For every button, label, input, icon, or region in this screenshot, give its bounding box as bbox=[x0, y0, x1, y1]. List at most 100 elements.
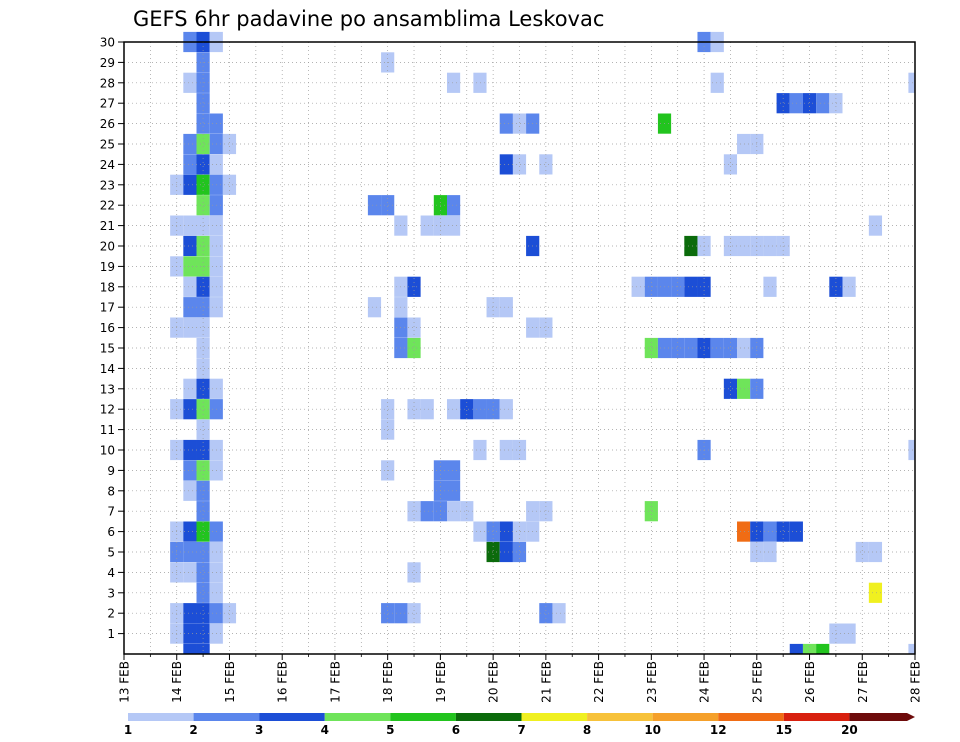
heatmap-cell bbox=[446, 399, 461, 420]
heatmap-cell bbox=[183, 174, 197, 195]
heatmap-cell bbox=[381, 195, 395, 216]
heatmap-cell bbox=[737, 521, 751, 542]
heatmap-cell bbox=[710, 72, 724, 93]
heatmap-cell bbox=[196, 195, 210, 216]
x-tick-label: 27 FEB bbox=[856, 661, 870, 703]
y-tick-label: 29 bbox=[100, 56, 115, 70]
heatmap-cell bbox=[183, 562, 197, 583]
y-tick-label: 12 bbox=[100, 403, 115, 417]
heatmap-cell bbox=[512, 154, 527, 175]
heatmap-cell bbox=[552, 603, 566, 624]
x-tick-label: 16 FEB bbox=[276, 661, 290, 703]
heatmap-cell bbox=[183, 603, 197, 624]
colorbar-label: 3 bbox=[255, 723, 263, 737]
y-tick-label: 18 bbox=[100, 280, 115, 294]
colorbar: 1 2 3 4 5 6 7 8 10 12 15 20 bbox=[124, 713, 915, 737]
y-tick-label: 13 bbox=[100, 382, 115, 396]
heatmap-cell bbox=[737, 235, 751, 257]
heatmap-cell bbox=[512, 113, 527, 134]
heatmap-cell bbox=[908, 643, 915, 654]
x-tick-label: 15 FEB bbox=[223, 661, 237, 703]
heatmap-cell bbox=[829, 623, 843, 644]
heatmap-cell bbox=[183, 541, 197, 563]
heatmap-cell bbox=[196, 93, 210, 114]
heatmap-cell bbox=[644, 337, 658, 359]
heatmap-cell bbox=[183, 72, 197, 93]
heatmap-cell bbox=[196, 582, 210, 603]
y-tick-label: 11 bbox=[100, 423, 115, 437]
heatmap-cell bbox=[446, 480, 461, 501]
heatmap-cell bbox=[183, 133, 197, 155]
colorbar-label: 15 bbox=[775, 723, 792, 737]
heatmap-cell bbox=[868, 215, 883, 236]
x-tick-label: 21 FEB bbox=[539, 661, 553, 703]
heatmap-cell bbox=[183, 276, 197, 297]
heatmap-cell bbox=[196, 378, 210, 399]
heatmap-cell bbox=[196, 154, 210, 175]
heatmap-cell bbox=[710, 337, 724, 359]
heatmap-cell bbox=[381, 603, 395, 624]
y-tick-label: 25 bbox=[100, 138, 115, 152]
heatmap-cell bbox=[473, 521, 487, 542]
heatmap-cell bbox=[499, 399, 513, 420]
heatmap-cell bbox=[196, 541, 210, 563]
heatmap-cell bbox=[499, 439, 513, 461]
heatmap-cell bbox=[183, 480, 197, 501]
colorbar-segment bbox=[193, 713, 260, 721]
heatmap-cell bbox=[763, 541, 777, 563]
y-tick-label: 16 bbox=[100, 321, 115, 335]
heatmap-cell bbox=[381, 399, 395, 420]
y-tick-label: 1 bbox=[107, 627, 115, 641]
colorbar-segment bbox=[390, 713, 456, 721]
heatmap-cell bbox=[671, 337, 685, 359]
heatmap-cell bbox=[539, 501, 553, 522]
heatmap-cell bbox=[512, 521, 527, 542]
y-tick-label: 30 bbox=[100, 36, 115, 50]
colorbar-segment bbox=[521, 713, 588, 721]
heatmap-cell bbox=[802, 643, 817, 654]
colorbar-label: 4 bbox=[321, 723, 329, 737]
y-tick-label: 2 bbox=[107, 607, 115, 621]
colorbar-segment bbox=[324, 713, 391, 721]
heatmap-cell bbox=[723, 154, 738, 175]
heatmap-cell bbox=[473, 439, 487, 461]
heatmap-cell bbox=[183, 521, 197, 542]
heatmap-cell bbox=[684, 276, 698, 297]
heatmap-cell bbox=[183, 378, 197, 399]
y-tick-label: 21 bbox=[100, 219, 115, 233]
heatmap-cell bbox=[723, 378, 738, 399]
heatmap-cell bbox=[407, 501, 421, 522]
heatmap-cell bbox=[816, 643, 830, 654]
heatmap-cell bbox=[789, 643, 803, 654]
y-tick-label: 8 bbox=[107, 484, 115, 498]
x-tick-label: 20 FEB bbox=[487, 661, 501, 703]
heatmap-cell bbox=[196, 215, 210, 236]
heatmap-cell bbox=[460, 399, 474, 420]
heatmap-cell bbox=[539, 603, 553, 624]
heatmap-cells bbox=[170, 31, 915, 654]
heatmap-cell bbox=[486, 297, 500, 318]
heatmap-cell bbox=[829, 93, 843, 114]
y-tick-label: 5 bbox=[107, 546, 115, 560]
heatmap-cell bbox=[367, 195, 382, 216]
heatmap-cell bbox=[222, 174, 237, 195]
heatmap-cell bbox=[539, 317, 553, 338]
heatmap-cell bbox=[183, 215, 197, 236]
y-tick-label: 7 bbox=[107, 505, 115, 519]
heatmap-cell bbox=[723, 337, 738, 359]
heatmap-cell bbox=[183, 399, 197, 420]
heatmap-cell bbox=[631, 276, 645, 297]
heatmap-cell bbox=[539, 154, 553, 175]
colorbar-segment bbox=[718, 713, 784, 721]
colorbar-label: 10 bbox=[644, 723, 661, 737]
y-tick-label: 20 bbox=[100, 240, 115, 254]
heatmap-cell bbox=[196, 603, 210, 624]
colorbar-label: 5 bbox=[386, 723, 394, 737]
heatmap-cell bbox=[473, 72, 487, 93]
heatmap-cell bbox=[183, 154, 197, 175]
colorbar-segment bbox=[652, 713, 719, 721]
heatmap-cell bbox=[446, 501, 461, 522]
heatmap-cell bbox=[196, 623, 210, 644]
heatmap-cell bbox=[196, 562, 210, 583]
